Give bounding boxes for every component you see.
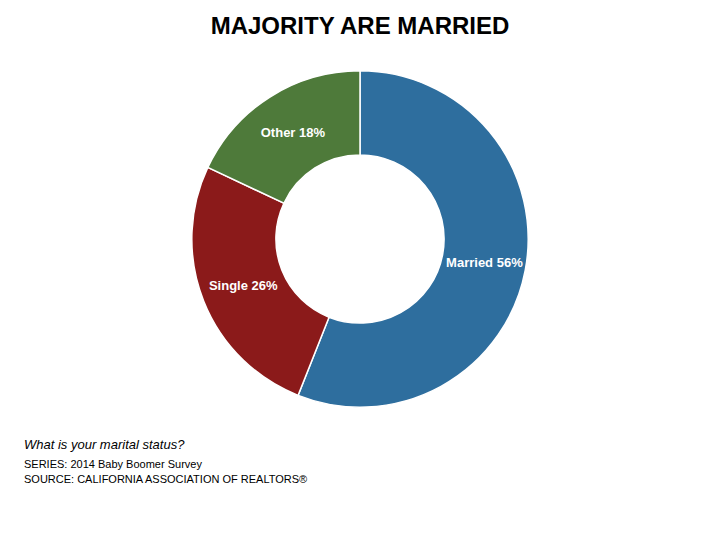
svg-text:Other 18%: Other 18% <box>261 125 326 140</box>
html-text:MAJORITY ARE MARRIED: MAJORITY ARE MARRIED <box>210 12 510 39</box>
svg-text:Married 56%: Married 56% <box>446 255 523 270</box>
svg-text:Single 26%: Single 26% <box>209 278 278 293</box>
html-text:What is your marital status?: What is your marital status? <box>24 437 185 452</box>
html-text:SERIES: 2014 Baby Boomer Surve: SERIES: 2014 Baby Boomer Survey <box>24 458 202 470</box>
html-text:SOURCE: CALIFORNIA ASSOCIATION: SOURCE: CALIFORNIA ASSOCIATION OF REALTO… <box>24 473 308 485</box>
